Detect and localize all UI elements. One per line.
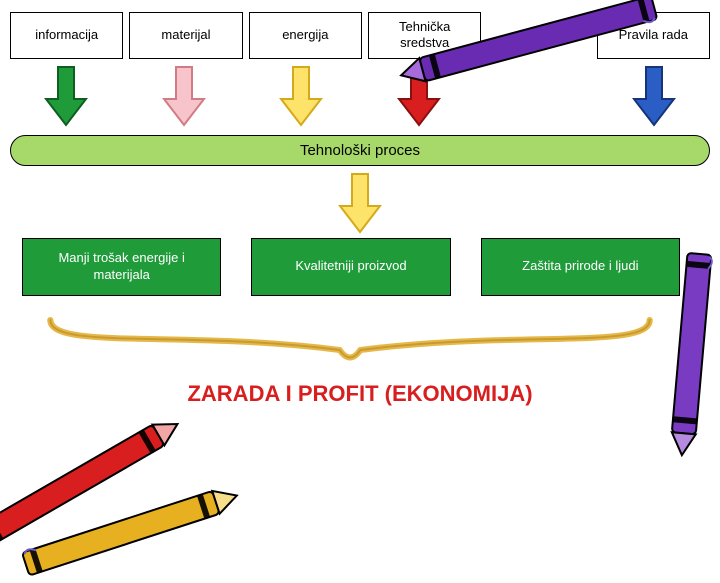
- input-label: informacija: [35, 27, 98, 43]
- brace-wrap: [0, 296, 720, 375]
- down-arrow-icon: [44, 65, 88, 127]
- input-label: energija: [282, 27, 328, 43]
- output-label: Kvalitetniji proizvod: [295, 258, 406, 275]
- crayon-before-pravila: [487, 12, 590, 59]
- input-box-informacija: informacija: [10, 12, 123, 59]
- input-box-materijal: materijal: [129, 12, 242, 59]
- final-label: ZARADA I PROFIT (EKONOMIJA): [0, 375, 720, 407]
- input-box-energija: energija: [249, 12, 362, 59]
- outputs-row: Manji trošak energije i materijala Kvali…: [0, 238, 720, 296]
- process-bar: Tehnološki proces: [10, 135, 710, 166]
- down-arrow-icon: [632, 65, 676, 127]
- output-box-zastita: Zaštita prirode i ljudi: [481, 238, 680, 296]
- output-box-trosak: Manji trošak energije i materijala: [22, 238, 221, 296]
- input-label: materijal: [161, 27, 210, 43]
- down-arrow-icon: [279, 65, 323, 127]
- output-label: Manji trošak energije i materijala: [29, 250, 214, 284]
- output-label: Zaštita prirode i ljudi: [522, 258, 638, 275]
- input-arrows-row: [0, 59, 720, 131]
- down-arrow-icon: [162, 65, 206, 127]
- output-box-kvalitet: Kvalitetniji proizvod: [251, 238, 450, 296]
- down-arrow-icon: [338, 172, 382, 234]
- process-arrow-row: [0, 166, 720, 238]
- curly-brace-icon: [40, 310, 660, 370]
- process-label: Tehnološki proces: [300, 142, 420, 159]
